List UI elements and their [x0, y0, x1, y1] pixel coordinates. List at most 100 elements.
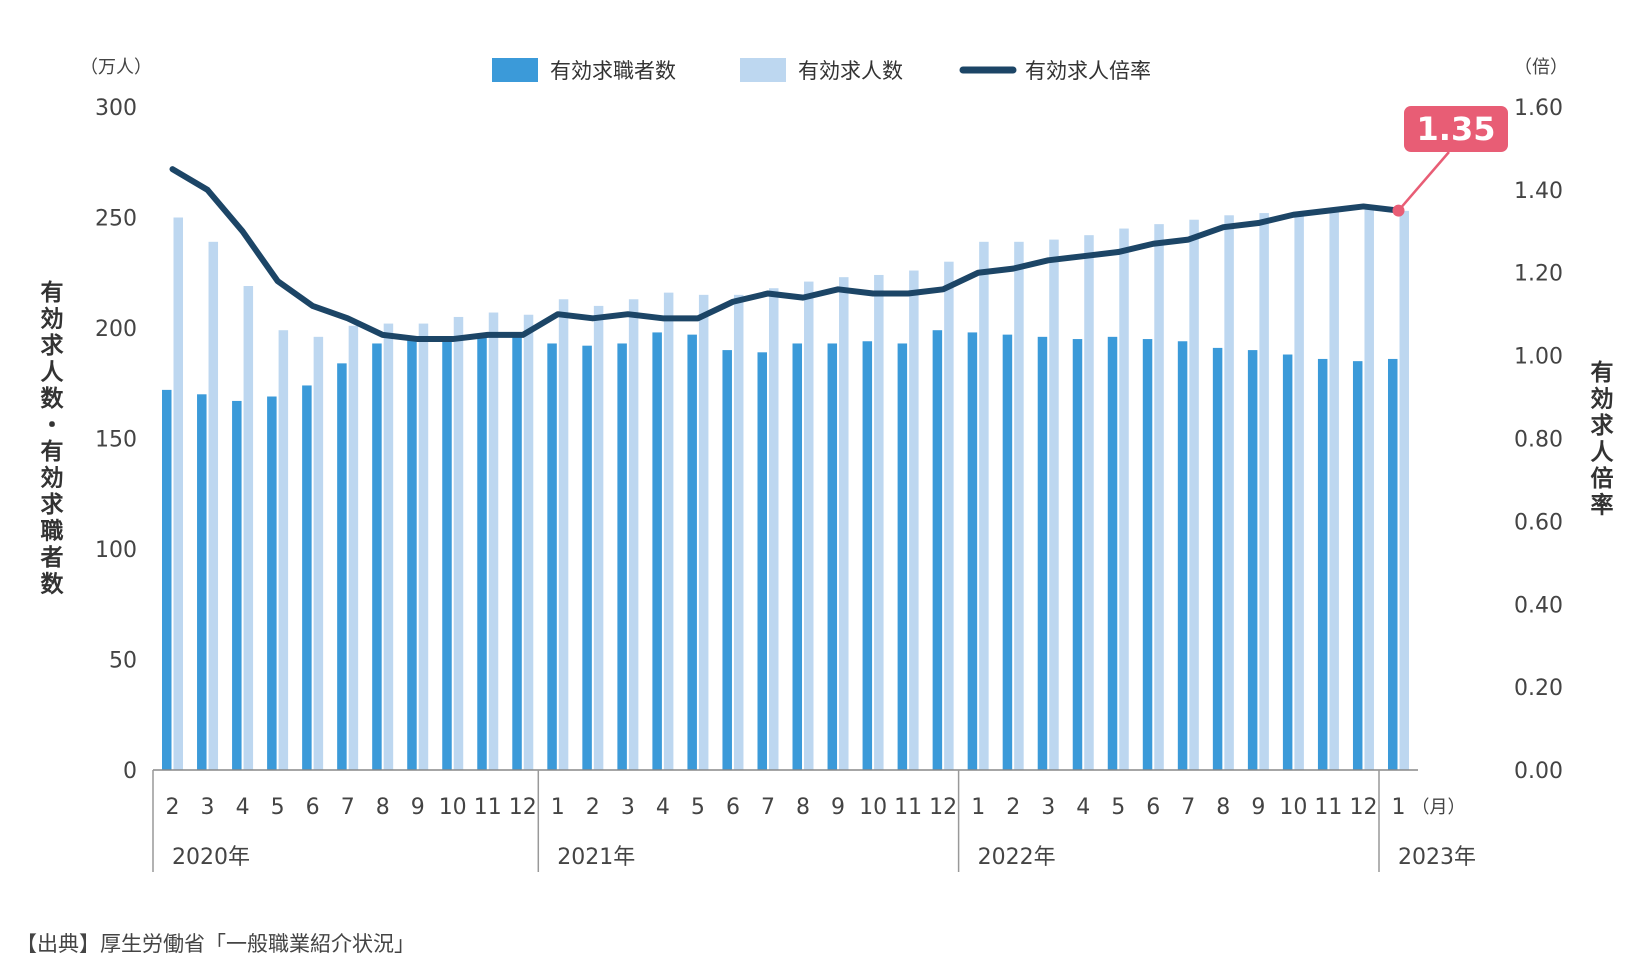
- bar-openings-18: [804, 281, 814, 770]
- x-tick-label: 2: [1006, 795, 1020, 820]
- x-tick-label: 5: [691, 795, 705, 820]
- bar-seekers-14: [652, 332, 662, 770]
- bar-openings-1: [208, 241, 219, 770]
- x-tick-label: 2: [166, 795, 180, 820]
- x-tick-label: 1: [1392, 795, 1406, 820]
- bar-openings-25: [1049, 239, 1059, 771]
- bar-seekers-23: [967, 332, 978, 770]
- x-tick-label: 1: [551, 795, 565, 820]
- left-tick-label: 250: [95, 207, 137, 232]
- bar-openings-16: [733, 294, 744, 770]
- bar-openings-9: [488, 312, 499, 770]
- ratio-line: [169, 166, 1402, 343]
- x-tick-label: 5: [1111, 795, 1125, 820]
- bar-seekers-22: [932, 330, 943, 770]
- bar-seekers-8: [442, 336, 452, 770]
- bar-openings-27: [1119, 228, 1129, 771]
- x-tick-label: 6: [726, 795, 740, 820]
- x-tick-label: 8: [796, 795, 810, 820]
- x-tick-label: 7: [1181, 795, 1195, 820]
- x-tick-label: 10: [859, 795, 887, 820]
- bar-openings-4: [313, 336, 324, 770]
- bar-seekers-35: [1387, 358, 1398, 770]
- x-tick-label: 3: [621, 795, 635, 820]
- bar-seekers-15: [687, 334, 697, 770]
- bar-openings-12: [593, 305, 604, 770]
- bar-seekers-26: [1072, 339, 1083, 770]
- bar-seekers-17: [757, 352, 767, 770]
- x-tick-label: 3: [201, 795, 215, 820]
- legend-label-1: 有効求人数: [798, 59, 903, 83]
- bar-seekers-32: [1282, 354, 1293, 770]
- bar-seekers-3: [267, 396, 277, 770]
- bar-seekers-24: [1002, 334, 1013, 770]
- right-tick-label: 1.40: [1514, 179, 1563, 204]
- right-tick-label: 0.20: [1514, 676, 1563, 701]
- bar-seekers-31: [1247, 350, 1258, 770]
- x-tick-label: 8: [1216, 795, 1230, 820]
- bar-openings-19: [839, 277, 849, 770]
- x-tick-label: 11: [474, 795, 502, 820]
- bar-seekers-12: [582, 345, 592, 770]
- bar-seekers-25: [1037, 336, 1048, 770]
- callout-marker: [1392, 204, 1405, 217]
- bar-openings-34: [1364, 208, 1374, 770]
- bar-seekers-5: [337, 363, 347, 770]
- bar-seekers-21: [897, 343, 908, 770]
- bar-openings-5: [348, 325, 359, 770]
- bar-seekers-20: [862, 341, 873, 770]
- bar-openings-15: [698, 294, 709, 770]
- bar-openings-6: [383, 323, 394, 770]
- x-tick-label: 11: [894, 795, 922, 820]
- right-tick-label: 0.00: [1514, 759, 1563, 784]
- x-tick-label: 4: [236, 795, 250, 820]
- left-tick-label: 100: [95, 538, 137, 563]
- year-label: 2022年: [978, 845, 1056, 870]
- left-axis-title: 有効求人数・有効求職者数: [40, 279, 65, 598]
- bar-openings-23: [979, 241, 989, 770]
- bar-openings-33: [1329, 210, 1339, 770]
- left-tick-label: 50: [109, 649, 137, 674]
- bar-seekers-9: [477, 336, 487, 770]
- x-tick-label: 9: [411, 795, 425, 820]
- year-label: 2020年: [172, 845, 250, 870]
- bar-seekers-33: [1317, 358, 1328, 770]
- month-unit: （月）: [1412, 797, 1466, 818]
- bar-openings-28: [1154, 224, 1164, 770]
- right-axis-title: 有効求人倍率: [1591, 359, 1615, 519]
- bar-seekers-2: [232, 400, 242, 770]
- right-tick-label: 1.00: [1514, 345, 1563, 370]
- bar-seekers-1: [197, 394, 207, 770]
- legend-label-0: 有効求職者数: [550, 59, 676, 83]
- x-tick-label: 12: [929, 795, 957, 820]
- bar-seekers-6: [372, 343, 382, 770]
- x-tick-label: 7: [341, 795, 355, 820]
- bar-openings-31: [1259, 213, 1269, 770]
- bar-openings-32: [1294, 213, 1304, 770]
- right-tick-label: 0.80: [1514, 428, 1563, 453]
- bar-seekers-0: [162, 389, 172, 770]
- legend-label-2: 有効求人倍率: [1025, 59, 1151, 83]
- bar-openings-0: [173, 217, 184, 770]
- bar-seekers-7: [407, 339, 417, 770]
- x-tick-label: 9: [1251, 795, 1265, 820]
- bar-seekers-11: [547, 343, 557, 770]
- left-tick-label: 0: [123, 759, 137, 784]
- bar-seekers-4: [302, 385, 312, 770]
- left-tick-label: 300: [95, 96, 137, 121]
- bar-seekers-27: [1107, 336, 1118, 770]
- x-tick-label: 3: [1041, 795, 1055, 820]
- bar-openings-11: [558, 299, 569, 770]
- bar-openings-10: [523, 314, 534, 770]
- x-tick-label: 6: [1146, 795, 1160, 820]
- right-tick-label: 1.20: [1514, 262, 1563, 287]
- right-tick-label: 1.60: [1514, 96, 1563, 121]
- bar-openings-30: [1224, 215, 1234, 771]
- source-note: 【出典】厚生労働省「一般職業紹介状況」: [16, 932, 415, 956]
- x-tick-label: 6: [306, 795, 320, 820]
- right-tick-label: 0.60: [1514, 510, 1563, 535]
- x-tick-label: 2: [586, 795, 600, 820]
- x-tick-label: 12: [509, 795, 537, 820]
- bar-seekers-18: [792, 343, 803, 770]
